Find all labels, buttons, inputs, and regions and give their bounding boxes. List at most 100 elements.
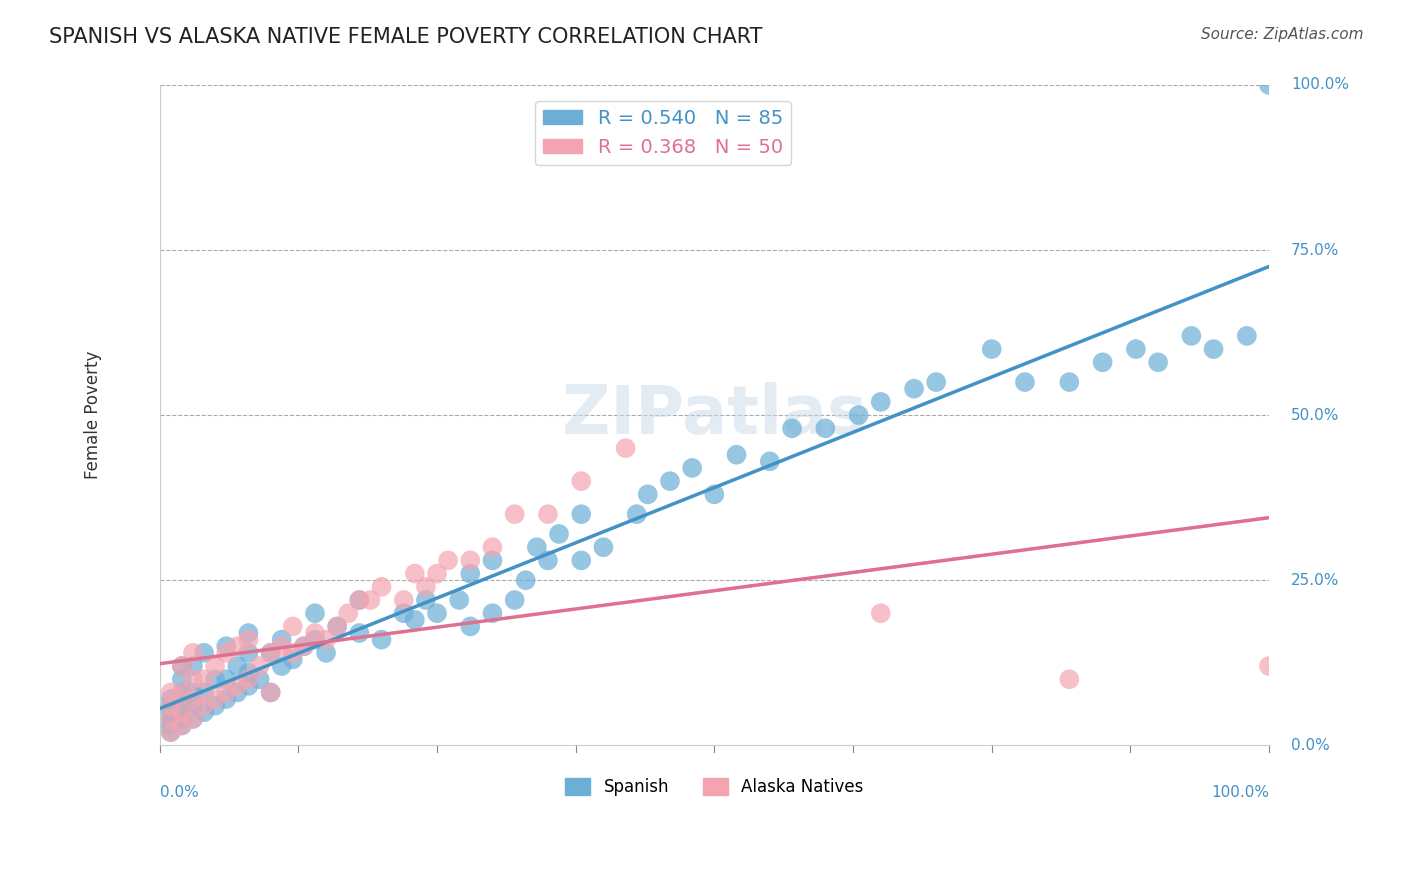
Alaska Natives: [238, 632, 260, 647]
Alaska Natives: [337, 606, 360, 620]
Spanish: [215, 639, 238, 653]
Spanish: [481, 606, 503, 620]
Alaska Natives: [349, 593, 371, 607]
Spanish: [159, 692, 181, 706]
Spanish: [326, 619, 349, 633]
Spanish: [170, 685, 193, 699]
Spanish: [1180, 329, 1202, 343]
Spanish: [349, 626, 371, 640]
Spanish: [1202, 342, 1225, 356]
Spanish: [1125, 342, 1147, 356]
Spanish: [415, 593, 437, 607]
Spanish: [159, 706, 181, 720]
Spanish: [1059, 375, 1081, 389]
Spanish: [159, 725, 181, 739]
Alaska Natives: [392, 593, 415, 607]
Alaska Natives: [404, 566, 426, 581]
Spanish: [681, 461, 703, 475]
Alaska Natives: [159, 685, 181, 699]
Alaska Natives: [226, 679, 249, 693]
Spanish: [270, 659, 292, 673]
Spanish: [204, 672, 226, 686]
Spanish: [292, 639, 315, 653]
Spanish: [1091, 355, 1114, 369]
Alaska Natives: [315, 632, 337, 647]
Alaska Natives: [1059, 672, 1081, 686]
Alaska Natives: [481, 540, 503, 554]
Alaska Natives: [326, 619, 349, 633]
Spanish: [238, 665, 260, 680]
Text: 100.0%: 100.0%: [1211, 785, 1270, 800]
Spanish: [703, 487, 725, 501]
Spanish: [270, 632, 292, 647]
Alaska Natives: [437, 553, 460, 567]
Text: 50.0%: 50.0%: [1291, 408, 1340, 423]
Alaska Natives: [226, 639, 249, 653]
Spanish: [249, 672, 271, 686]
Alaska Natives: [170, 685, 193, 699]
Text: 25.0%: 25.0%: [1291, 573, 1340, 588]
Alaska Natives: [181, 712, 204, 726]
Alaska Natives: [170, 659, 193, 673]
Spanish: [181, 712, 204, 726]
Text: Source: ZipAtlas.com: Source: ZipAtlas.com: [1201, 27, 1364, 42]
Spanish: [659, 474, 682, 488]
Spanish: [204, 698, 226, 713]
Alaska Natives: [249, 659, 271, 673]
Spanish: [869, 395, 891, 409]
Spanish: [193, 706, 215, 720]
Alaska Natives: [270, 639, 292, 653]
Spanish: [181, 698, 204, 713]
Spanish: [259, 685, 281, 699]
Spanish: [637, 487, 659, 501]
Spanish: [193, 685, 215, 699]
Spanish: [281, 652, 304, 666]
Alaska Natives: [292, 639, 315, 653]
Alaska Natives: [215, 646, 238, 660]
Spanish: [1258, 78, 1281, 92]
Alaska Natives: [170, 718, 193, 732]
Alaska Natives: [458, 553, 481, 567]
Alaska Natives: [259, 646, 281, 660]
Alaska Natives: [415, 580, 437, 594]
Spanish: [515, 573, 537, 587]
Text: ZIPatlas: ZIPatlas: [562, 382, 866, 448]
Alaska Natives: [426, 566, 449, 581]
Alaska Natives: [1258, 659, 1281, 673]
Alaska Natives: [204, 659, 226, 673]
Alaska Natives: [281, 619, 304, 633]
Spanish: [304, 632, 326, 647]
Text: 100.0%: 100.0%: [1291, 78, 1350, 93]
Spanish: [193, 646, 215, 660]
Spanish: [980, 342, 1002, 356]
Text: 0.0%: 0.0%: [160, 785, 198, 800]
Text: Female Poverty: Female Poverty: [84, 351, 103, 479]
Alaska Natives: [259, 685, 281, 699]
Spanish: [526, 540, 548, 554]
Spanish: [159, 718, 181, 732]
Spanish: [449, 593, 471, 607]
Spanish: [226, 685, 249, 699]
Spanish: [159, 712, 181, 726]
Spanish: [259, 646, 281, 660]
Spanish: [759, 454, 782, 468]
Spanish: [304, 606, 326, 620]
Spanish: [238, 679, 260, 693]
Alaska Natives: [359, 593, 381, 607]
Text: 0.0%: 0.0%: [1291, 738, 1330, 753]
Text: SPANISH VS ALASKA NATIVE FEMALE POVERTY CORRELATION CHART: SPANISH VS ALASKA NATIVE FEMALE POVERTY …: [49, 27, 762, 46]
Alaska Natives: [159, 712, 181, 726]
Spanish: [349, 593, 371, 607]
Alaska Natives: [204, 692, 226, 706]
Legend: Spanish, Alaska Natives: Spanish, Alaska Natives: [558, 772, 870, 803]
Spanish: [226, 659, 249, 673]
Alaska Natives: [370, 580, 392, 594]
Spanish: [814, 421, 837, 435]
Alaska Natives: [503, 507, 526, 521]
Spanish: [1147, 355, 1170, 369]
Spanish: [370, 632, 392, 647]
Spanish: [903, 382, 925, 396]
Spanish: [215, 672, 238, 686]
Spanish: [1014, 375, 1036, 389]
Spanish: [404, 613, 426, 627]
